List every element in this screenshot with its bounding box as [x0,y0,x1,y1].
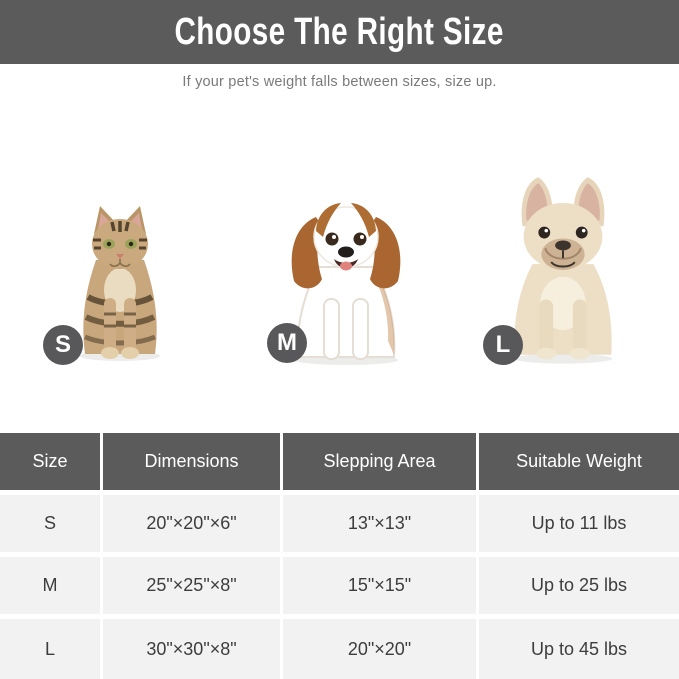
column-header-size: Size [0,433,100,490]
cat-image [70,202,170,362]
spaniel-illustration [291,203,401,365]
size-badge-s: S [43,325,83,365]
column-header-sleeping-area: Slepping Area [283,433,476,490]
row-m-sleeping-area: 15"×15" [283,557,476,614]
row-l-size: L [0,619,100,679]
row-m-suitable-weight: Up to 25 lbs [479,557,679,614]
column-header-suitable-weight: Suitable Weight [479,433,679,490]
french-bulldog-image [497,172,629,367]
page-title: Choose The Right Size [174,10,505,53]
spaniel-dog-image [272,188,420,367]
row-m-dimensions: 25"×25"×8" [103,557,280,614]
subtitle: If your pet's weight falls between sizes… [182,74,497,90]
row-l-sleeping-area: 20"×20" [283,619,476,679]
row-m-size: M [0,557,100,614]
row-s-sleeping-area: 13"×13" [283,495,476,552]
row-s-suitable-weight: Up to 11 lbs [479,495,679,552]
cat-illustration [80,206,160,361]
size-badge-l: L [483,325,523,365]
row-l-dimensions: 30"×30"×8" [103,619,280,679]
title-banner: Choose The Right Size [0,0,679,64]
french-bulldog-illustration [513,177,613,364]
row-s-dimensions: 20"×20"×6" [103,495,280,552]
size-table: Size Dimensions Slepping Area Suitable W… [0,433,679,679]
column-header-dimensions: Dimensions [103,433,280,490]
size-badge-m: M [267,323,307,363]
row-l-suitable-weight: Up to 45 lbs [479,619,679,679]
row-s-size: S [0,495,100,552]
